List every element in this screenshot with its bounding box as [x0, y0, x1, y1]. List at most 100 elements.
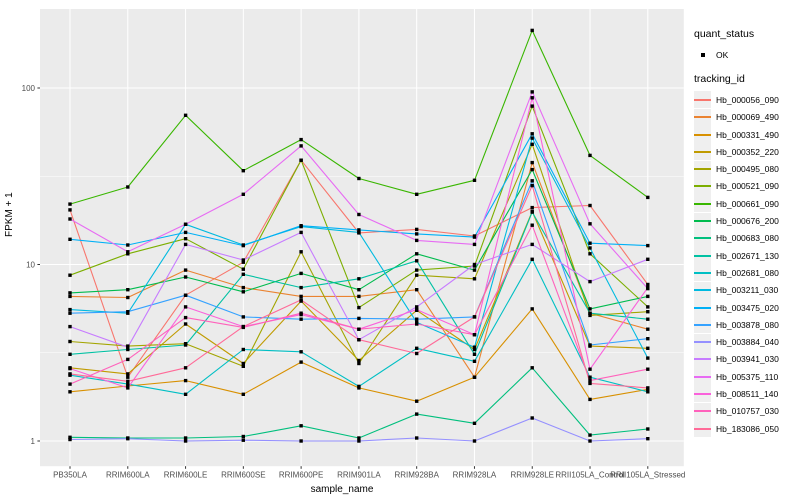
legend-item-Hb_000331_490[interactable]: Hb_000331_490 [694, 126, 798, 144]
data-point-Hb_000661_090[interactable] [183, 113, 188, 117]
data-point-Hb_000056_090[interactable] [68, 208, 72, 212]
data-point-Hb_000069_490[interactable] [646, 327, 650, 331]
data-point-Hb_003941_030[interactable] [588, 279, 592, 284]
data-point-Hb_003884_040[interactable] [530, 416, 534, 420]
data-point-Hb_000495_080[interactable] [357, 361, 361, 366]
data-point-Hb_005375_110[interactable] [530, 90, 534, 94]
data-point-Hb_000331_490[interactable] [415, 399, 419, 403]
data-point-Hb_000352_220[interactable] [646, 346, 650, 350]
data-point-Hb_010757_030[interactable] [472, 333, 477, 337]
data-point-Hb_003878_080[interactable] [299, 317, 303, 321]
data-point-Hb_002671_130[interactable] [646, 317, 650, 321]
data-point-Hb_008511_140[interactable] [530, 96, 534, 100]
legend-item-Hb_008511_140[interactable]: Hb_008511_140 [694, 385, 798, 403]
data-point-Hb_000056_090[interactable] [646, 282, 650, 287]
data-point-Hb_000069_490[interactable] [530, 160, 534, 165]
data-point-Hb_003941_030[interactable] [646, 257, 650, 261]
data-point-Hb_000521_090[interactable] [530, 104, 534, 108]
data-point-Hb_002681_080[interactable] [588, 375, 592, 379]
data-point-Hb_003211_030[interactable] [646, 356, 650, 360]
data-point-Hb_000352_220[interactable] [126, 372, 130, 376]
data-point-Hb_002671_130[interactable] [357, 277, 361, 281]
data-point-Hb_005375_110[interactable] [68, 217, 72, 221]
data-point-Hb_183086_050[interactable] [357, 338, 361, 342]
data-point-Hb_183086_050[interactable] [415, 351, 419, 356]
data-point-Hb_003878_080[interactable] [183, 293, 188, 297]
data-point-Hb_000331_490[interactable] [241, 392, 245, 396]
data-point-Hb_000683_080[interactable] [183, 436, 188, 440]
data-point-Hb_002681_080[interactable] [472, 359, 477, 363]
data-point-Hb_003475_020[interactable] [241, 243, 245, 248]
data-point-Hb_003878_080[interactable] [357, 316, 361, 321]
data-point-Hb_000676_200[interactable] [357, 288, 361, 292]
data-point-Hb_003878_080[interactable] [588, 343, 592, 347]
data-point-Hb_000069_490[interactable] [68, 294, 72, 299]
data-point-Hb_003475_020[interactable] [588, 241, 592, 245]
data-point-Hb_003941_030[interactable] [299, 230, 303, 235]
data-point-Hb_003475_020[interactable] [299, 224, 303, 228]
data-point-Hb_003878_080[interactable] [646, 337, 650, 341]
legend-item-Hb_010757_030[interactable]: Hb_010757_030 [694, 402, 798, 420]
data-point-Hb_000521_090[interactable] [241, 267, 245, 271]
data-point-Hb_000676_200[interactable] [241, 290, 245, 294]
data-point-Hb_000069_490[interactable] [299, 294, 303, 299]
data-point-Hb_000352_220[interactable] [241, 361, 245, 366]
data-point-Hb_003941_030[interactable] [472, 262, 477, 267]
data-point-Hb_183086_050[interactable] [183, 366, 188, 370]
data-point-Hb_183086_050[interactable] [299, 298, 303, 302]
data-point-Hb_002671_130[interactable] [183, 343, 188, 347]
data-point-Hb_003211_030[interactable] [588, 246, 592, 250]
data-point-Hb_000331_490[interactable] [183, 378, 188, 383]
legend-item-Hb_003475_020[interactable]: Hb_003475_020 [694, 299, 798, 316]
data-point-Hb_003475_020[interactable] [415, 232, 419, 236]
data-point-Hb_003878_080[interactable] [126, 310, 130, 314]
data-point-Hb_003941_030[interactable] [415, 305, 419, 309]
data-point-Hb_000331_490[interactable] [68, 390, 72, 394]
data-point-Hb_005375_110[interactable] [299, 144, 303, 148]
data-point-Hb_000352_220[interactable] [472, 347, 477, 352]
data-point-Hb_002681_080[interactable] [126, 382, 130, 386]
legend-item-Hb_005375_110[interactable]: Hb_005375_110 [694, 368, 798, 386]
data-point-Hb_000683_080[interactable] [357, 436, 361, 440]
legend-item-Hb_002681_080[interactable]: Hb_002681_080 [694, 264, 798, 282]
data-point-Hb_003475_020[interactable] [357, 228, 361, 232]
data-point-Hb_003884_040[interactable] [183, 439, 188, 443]
data-point-Hb_008511_140[interactable] [415, 307, 419, 312]
data-point-Hb_008511_140[interactable] [588, 367, 592, 371]
data-point-Hb_000521_090[interactable] [646, 305, 650, 309]
legend-item-Hb_183086_050[interactable]: Hb_183086_050 [694, 420, 798, 438]
data-point-Hb_000661_090[interactable] [588, 153, 592, 158]
data-point-Hb_000521_090[interactable] [357, 305, 361, 310]
data-point-Hb_000069_490[interactable] [415, 288, 419, 292]
data-point-Hb_000683_080[interactable] [241, 434, 245, 439]
data-point-Hb_000495_080[interactable] [68, 339, 72, 344]
legend-item-quant-ok[interactable]: OK [694, 46, 798, 63]
data-point-Hb_000495_080[interactable] [241, 364, 245, 368]
data-point-Hb_000495_080[interactable] [530, 142, 534, 146]
data-point-Hb_000056_090[interactable] [530, 205, 534, 210]
legend-item-Hb_003878_080[interactable]: Hb_003878_080 [694, 316, 798, 334]
data-point-Hb_002681_080[interactable] [530, 257, 534, 261]
data-point-Hb_003884_040[interactable] [126, 437, 130, 441]
data-point-Hb_002681_080[interactable] [241, 347, 245, 352]
data-point-Hb_000069_490[interactable] [241, 285, 245, 290]
data-point-Hb_000661_090[interactable] [241, 169, 245, 173]
legend-item-Hb_000352_220[interactable]: Hb_000352_220 [694, 143, 798, 161]
data-point-Hb_008511_140[interactable] [68, 366, 72, 371]
data-point-Hb_000683_080[interactable] [68, 435, 72, 439]
legend-item-Hb_000056_090[interactable]: Hb_000056_090 [694, 91, 798, 109]
data-point-Hb_003211_030[interactable] [357, 230, 361, 235]
legend-item-Hb_000521_090[interactable]: Hb_000521_090 [694, 177, 798, 195]
data-point-Hb_003475_020[interactable] [472, 235, 477, 239]
data-point-Hb_005375_110[interactable] [357, 212, 361, 217]
data-point-Hb_000495_080[interactable] [646, 310, 650, 314]
data-point-Hb_000676_200[interactable] [415, 252, 419, 256]
data-point-Hb_000352_220[interactable] [357, 358, 361, 363]
legend-item-Hb_002671_130[interactable]: Hb_002671_130 [694, 247, 798, 265]
data-point-Hb_000676_200[interactable] [68, 291, 72, 295]
data-point-Hb_000331_490[interactable] [588, 397, 592, 402]
data-point-Hb_000661_090[interactable] [68, 202, 72, 206]
data-point-Hb_000683_080[interactable] [646, 427, 650, 431]
data-point-Hb_003884_040[interactable] [299, 439, 303, 443]
data-point-Hb_003475_020[interactable] [530, 132, 534, 136]
